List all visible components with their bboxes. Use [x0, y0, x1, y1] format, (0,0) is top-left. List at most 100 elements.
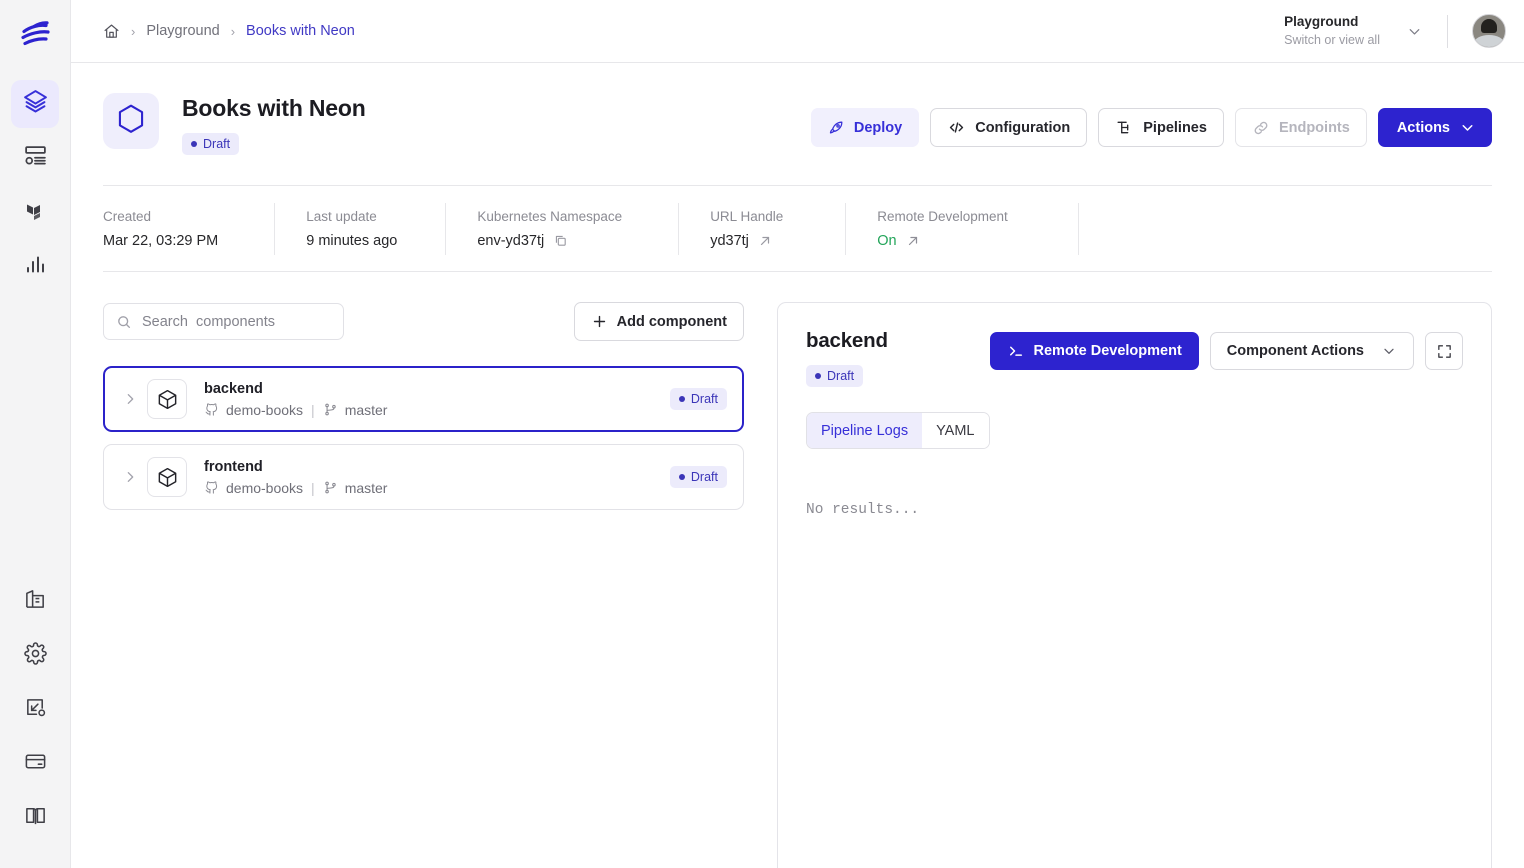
breadcrumb-separator-1: › [131, 23, 136, 39]
breadcrumb-separator-2: › [230, 23, 236, 39]
component-card-backend[interactable]: backend demo-books | [103, 366, 744, 432]
cube-icon [147, 457, 187, 497]
detail-actions: Remote Development Component Actions [989, 329, 1463, 370]
pipeline-icon [1115, 118, 1134, 137]
sidebar-item-settings[interactable] [11, 632, 59, 680]
breadcrumb-playground[interactable]: Playground [146, 23, 220, 39]
external-link-icon[interactable] [906, 234, 920, 248]
component-meta: demo-books | master [204, 480, 387, 496]
topbar-right: Playground Switch or view all [1284, 13, 1506, 48]
book-icon [24, 804, 47, 832]
meta-remote-development: Remote Development On [845, 202, 1078, 255]
left-nav-rail [0, 0, 71, 868]
meta-created-value: Mar 22, 03:29 PM [103, 233, 218, 249]
meta-last-update: Last update 9 minutes ago [274, 202, 445, 255]
component-info: frontend demo-books | [204, 459, 387, 496]
git-branch-icon [323, 480, 338, 495]
remote-development-button[interactable]: Remote Development [989, 332, 1199, 370]
home-icon[interactable] [103, 23, 120, 40]
component-meta-separator: | [311, 479, 315, 496]
project-icon [103, 93, 159, 149]
add-component-button[interactable]: Add component [573, 302, 744, 341]
layers-icon [23, 89, 48, 119]
meta-k8s-value: env-yd37tj [477, 233, 622, 249]
meta-row: Created Mar 22, 03:29 PM Last update 9 m… [103, 186, 1492, 271]
meta-last-update-label: Last update [306, 208, 377, 224]
sidebar-item-billing[interactable] [11, 740, 59, 788]
rail-primary-nav [11, 80, 59, 290]
credit-card-icon [24, 750, 47, 778]
breadcrumb: › Playground › Books with Neon [103, 23, 355, 40]
log-output: No results... [806, 502, 920, 518]
status-dot-icon [191, 141, 197, 147]
link-icon [1252, 119, 1270, 137]
meta-divider-end [1077, 202, 1079, 255]
top-bar: › Playground › Books with Neon Playgroun… [71, 0, 1524, 63]
sidebar-item-insights[interactable] [11, 242, 59, 290]
copy-icon[interactable] [553, 233, 568, 248]
components-panel: Add component backend [103, 302, 744, 868]
component-status: Draft [690, 470, 718, 484]
bar-chart-icon [23, 252, 47, 281]
rocket-icon [828, 119, 845, 136]
status-badge: Draft [669, 388, 727, 410]
main-region: › Playground › Books with Neon Playgroun… [71, 0, 1524, 868]
meta-k8s-namespace: Kubernetes Namespace env-yd37tj [445, 202, 678, 255]
component-name: backend [204, 380, 263, 397]
meta-remote-dev-value: On [877, 233, 1008, 249]
tab-yaml[interactable]: YAML [922, 413, 989, 448]
remote-development-label: Remote Development [1033, 343, 1182, 359]
meta-remote-dev-text: On [877, 232, 897, 249]
actions-button-label: Actions [1396, 119, 1450, 136]
meta-url-label: URL Handle [710, 208, 784, 224]
endpoints-button-label: Endpoints [1278, 119, 1350, 136]
cube-icon [147, 379, 187, 419]
search-input[interactable] [142, 313, 331, 330]
meta-url-handle: URL Handle yd37tj [678, 202, 845, 255]
component-info: backend demo-books | [204, 381, 387, 418]
content-split: Add component backend [71, 302, 1524, 868]
detail-status-label: Draft [827, 369, 855, 383]
sidebar-item-integrations[interactable] [11, 686, 59, 734]
page-header-actions: Deploy Configuration P [810, 93, 1492, 147]
meta-created: Created Mar 22, 03:29 PM [103, 203, 274, 255]
external-link-icon[interactable] [758, 234, 772, 248]
meta-divider-top [103, 185, 1492, 186]
actions-button[interactable]: Actions [1377, 108, 1492, 147]
chevron-right-icon[interactable] [118, 469, 142, 485]
search-components-box[interactable] [103, 303, 344, 340]
status-dot-icon [678, 396, 685, 402]
meta-created-label: Created [103, 208, 152, 224]
sidebar-item-resources[interactable] [11, 134, 59, 182]
organization-icon [24, 588, 47, 616]
expand-panel-button[interactable] [1425, 332, 1463, 370]
component-name: frontend [204, 458, 263, 475]
meta-url-value: yd37tj [710, 233, 783, 249]
meta-divider-bottom [103, 271, 1492, 272]
component-card-frontend[interactable]: frontend demo-books | [103, 444, 744, 510]
project-title-block: Books with Neon Draft [182, 93, 366, 155]
detail-tabs: Pipeline Logs YAML [806, 412, 990, 449]
sidebar-item-docs[interactable] [11, 794, 59, 842]
breadcrumb-current[interactable]: Books with Neon [246, 23, 355, 39]
gear-icon [23, 642, 47, 670]
status-badge-label: Draft [203, 137, 231, 151]
org-subtitle: Switch or view all [1284, 32, 1380, 47]
pipelines-button[interactable]: Pipelines [1098, 108, 1224, 147]
sidebar-item-infrastructure[interactable] [11, 188, 59, 236]
component-actions-button[interactable]: Component Actions [1209, 332, 1414, 370]
chevron-right-icon[interactable] [118, 391, 142, 407]
codefresh-logo[interactable] [11, 12, 59, 60]
org-switcher[interactable]: Playground Switch or view all [1284, 13, 1429, 48]
endpoints-button[interactable]: Endpoints [1234, 108, 1367, 147]
tab-pipeline-logs[interactable]: Pipeline Logs [807, 413, 923, 448]
detail-title: backend [806, 329, 888, 352]
github-icon [204, 480, 219, 495]
configuration-button[interactable]: Configuration [930, 108, 1088, 147]
meta-k8s-text: env-yd37tj [477, 232, 545, 249]
sidebar-item-organization[interactable] [11, 578, 59, 626]
sidebar-item-projects[interactable] [11, 80, 59, 128]
deploy-button[interactable]: Deploy [810, 108, 920, 147]
deploy-button-label: Deploy [853, 119, 903, 136]
avatar[interactable] [1472, 14, 1506, 48]
